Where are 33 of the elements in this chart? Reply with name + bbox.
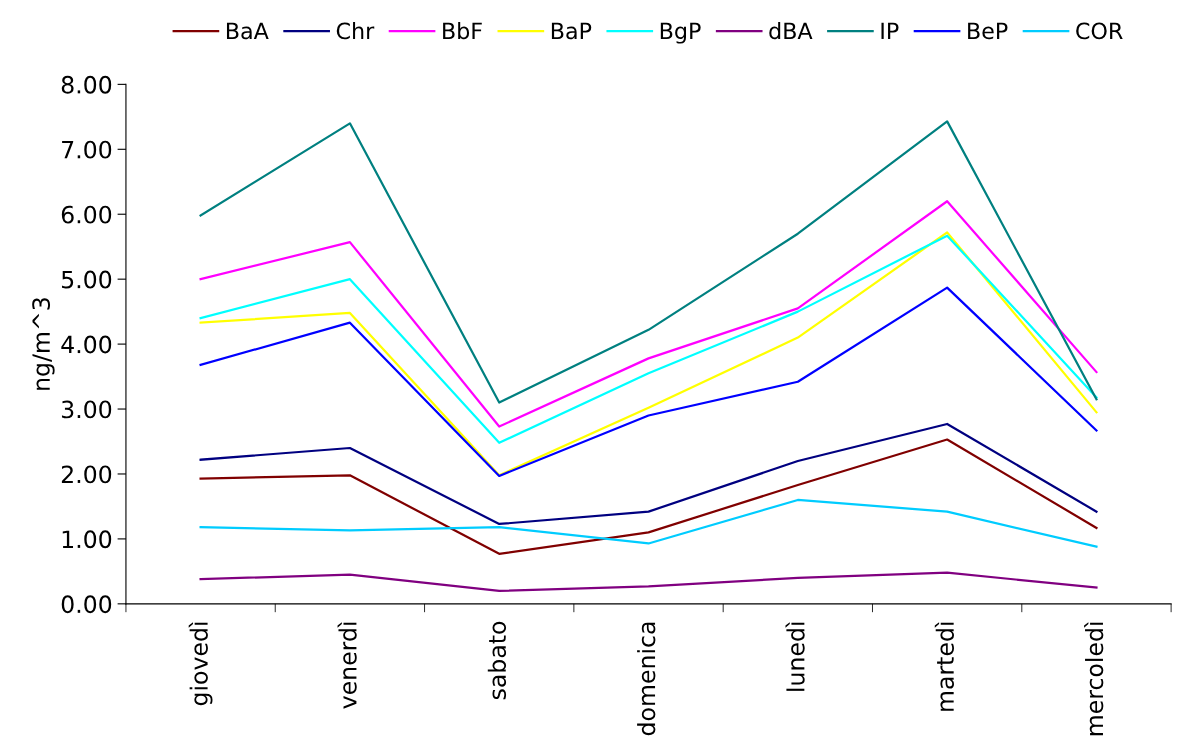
legend-label: BaA bbox=[226, 22, 269, 40]
x-tick-label: giovedì bbox=[188, 622, 213, 706]
line-series bbox=[199, 422, 1098, 526]
line-series bbox=[199, 571, 1098, 592]
y-tick-label: 3.00 bbox=[61, 400, 112, 419]
y-tick-label: 8.00 bbox=[61, 75, 112, 94]
x-tick-label: venerdì bbox=[337, 622, 357, 709]
x-tick-label: sabato bbox=[487, 621, 507, 700]
legend-label: IP bbox=[881, 22, 899, 39]
line-series bbox=[199, 286, 1098, 478]
line-series bbox=[199, 200, 1098, 428]
legend-label: BeP bbox=[968, 22, 1008, 40]
y-tick-label: 5.00 bbox=[62, 270, 112, 289]
legend-label: BgP bbox=[660, 22, 701, 44]
x-tick-label: martedì bbox=[934, 622, 954, 711]
legend-label: BbF bbox=[443, 22, 482, 40]
legend-label: COR bbox=[1076, 22, 1123, 40]
y-tick-label: 4.00 bbox=[61, 335, 112, 354]
y-tick-label: 0.00 bbox=[61, 595, 112, 614]
x-tick-label: lunedì bbox=[785, 622, 805, 691]
y-tick-label: 7.00 bbox=[62, 140, 112, 159]
line-series bbox=[199, 498, 1098, 548]
legend-label: BaP bbox=[551, 22, 592, 40]
x-tick-label: domenica bbox=[637, 622, 656, 736]
line-series bbox=[199, 438, 1098, 555]
y-tick-label: 2.00 bbox=[61, 465, 112, 484]
y-tick-label: 6.00 bbox=[61, 205, 112, 224]
line-series bbox=[199, 120, 1098, 404]
y-axis-title: ng/m^3 bbox=[32, 298, 55, 390]
x-tick-label: mercoledì bbox=[1084, 622, 1104, 736]
legend-label: Chr bbox=[336, 22, 375, 40]
y-tick-label: 1.00 bbox=[62, 530, 112, 549]
legend-label: dBA bbox=[769, 22, 813, 40]
